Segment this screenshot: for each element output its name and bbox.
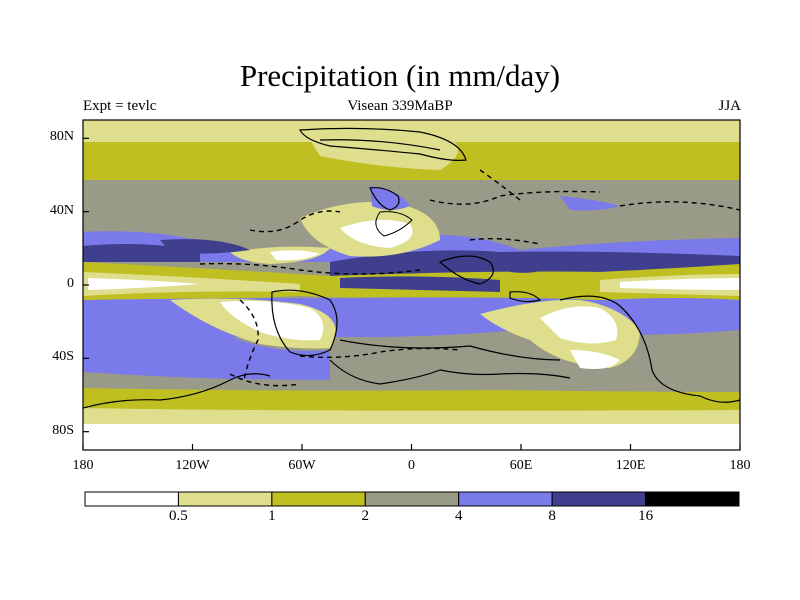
dashed-coastlines xyxy=(199,169,740,387)
lon-tick-label: 60W xyxy=(288,458,316,473)
season-label: JJA xyxy=(718,98,741,114)
lat-tick-label: 40S xyxy=(52,349,74,365)
colorbar-swatch xyxy=(551,491,647,507)
period-label: Visean 339MaBP xyxy=(347,98,453,114)
colorbar-swatch xyxy=(364,491,460,507)
lat-tick-label: 80N xyxy=(49,129,74,145)
colorbar-label: 8 xyxy=(548,508,556,524)
precipitation-field xyxy=(83,120,740,450)
colorbar-label: 4 xyxy=(454,508,463,524)
colorbar-label: 0.5 xyxy=(169,508,188,524)
coastlines xyxy=(83,127,740,409)
colorbar-swatch xyxy=(645,491,740,507)
colorbar-label: 1 xyxy=(268,508,276,524)
lon-ticks xyxy=(82,444,741,450)
lat-tick-label: 40N xyxy=(49,202,74,218)
colorbar-swatch xyxy=(177,491,273,507)
colorbar-label: 16 xyxy=(638,508,654,524)
lon-tick-label: 120W xyxy=(175,458,210,473)
lon-tick-label: 60E xyxy=(509,458,533,473)
lat-tick-label: 80S xyxy=(52,422,74,438)
lon-tick-label: 120E xyxy=(615,458,646,473)
colorbar xyxy=(84,491,740,507)
colorbar-label: 2 xyxy=(361,508,370,524)
colorbar-swatch xyxy=(458,491,553,507)
lon-tick-label: 180 xyxy=(72,458,94,473)
colorbar-swatch xyxy=(271,491,366,507)
lat-ticks xyxy=(83,137,89,433)
lat-tick-label: 0 xyxy=(67,276,74,291)
map-title: Precipitation (in mm/day) xyxy=(239,58,561,93)
experiment-label: Expt = tevlc xyxy=(83,98,157,114)
lon-tick-label: 180 xyxy=(729,458,751,473)
colorbar-swatch xyxy=(84,491,179,507)
lon-tick-label: 0 xyxy=(408,458,415,473)
